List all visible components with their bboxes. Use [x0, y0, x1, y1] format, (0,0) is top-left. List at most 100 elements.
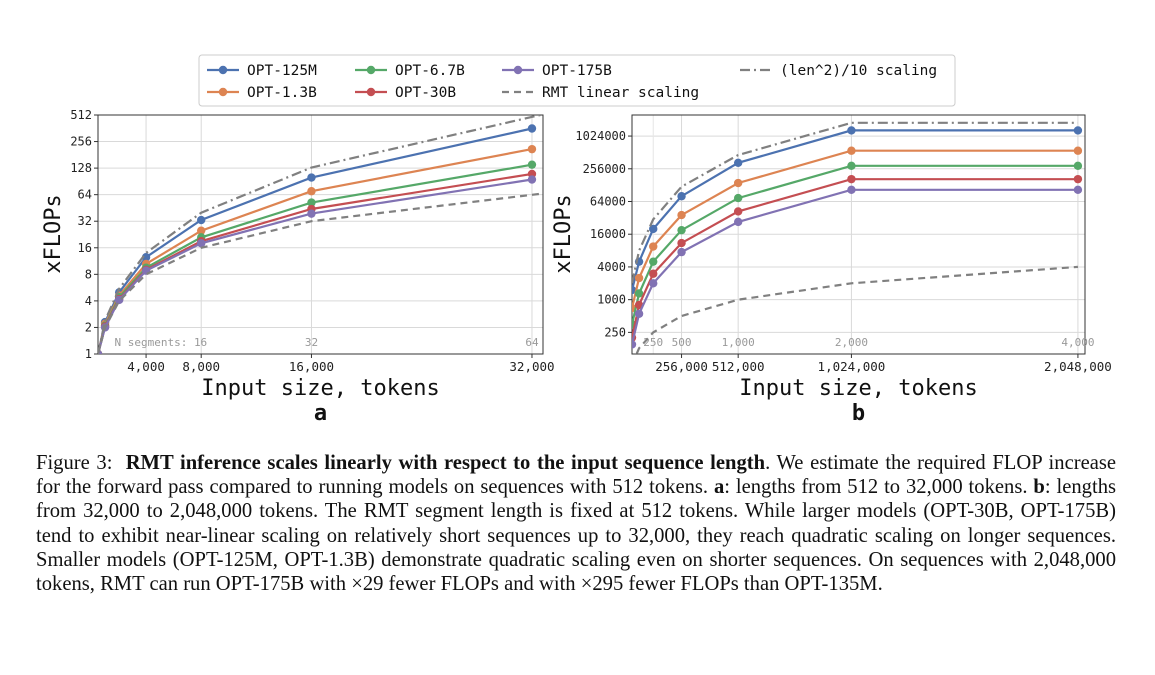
y-tick-label: 1024000 [575, 129, 626, 143]
data-point-opt-1-3b [649, 242, 658, 251]
legend-label-opt-125m: OPT-125M [247, 63, 317, 79]
y-tick-label: 8 [85, 267, 92, 281]
data-point-opt-6-7b [649, 257, 658, 266]
x-tick-label: 2,048,000 [1044, 359, 1112, 374]
data-point-opt-125m [847, 126, 856, 135]
segment-count-label: 4,000 [1061, 336, 1094, 349]
legend-marker-opt-6-7b [366, 65, 376, 75]
data-point-opt-175b [847, 185, 856, 195]
x-tick-label: 1,024,000 [818, 359, 886, 374]
data-point-opt-30b [1073, 174, 1083, 184]
legend: OPT-125M OPT-1.3B OPT-6.7B OPT-30B OPT-175B R… [198, 54, 956, 107]
legend-box [198, 54, 956, 107]
data-point-opt-175b [527, 175, 537, 184]
caption-text-2: : lengths from 512 to 32,000 tokens. [724, 476, 1034, 499]
y-axis-label: xFLOPs [551, 194, 576, 273]
y-tick-label: 16000 [590, 227, 626, 241]
data-point-opt-6-7b [677, 225, 686, 235]
panel-label-b: b [852, 401, 865, 426]
data-point-opt-30b [649, 269, 658, 278]
series-group [98, 115, 543, 354]
series-line-opt-1-3b [98, 148, 533, 354]
legend-label-rmt-linear-scaling: RMT linear scaling [542, 85, 699, 101]
y-tick-label: 64000 [590, 195, 626, 209]
segment-count-label: 1,000 [722, 336, 755, 349]
data-point-opt-125m [307, 173, 316, 182]
series-line-rmt-linear-scaling [98, 192, 543, 354]
data-point-opt-1-3b [733, 178, 743, 188]
series-line--len-2-10-scaling [632, 121, 1078, 284]
data-point-opt-6-7b [634, 289, 644, 298]
segment-count-label: 250 [643, 336, 663, 349]
data-point-opt-125m [677, 192, 686, 201]
series-line-rmt-linear-scaling [635, 265, 1078, 354]
data-point-opt-175b [649, 279, 658, 288]
caption-panel-b-label: b [1033, 476, 1045, 499]
series-line--len-2-10-scaling [98, 115, 543, 354]
y-tick-label: 4 [85, 294, 92, 308]
data-point-opt-6-7b [527, 160, 537, 169]
legend-label-opt-175b: OPT-175B [542, 63, 612, 79]
legend-marker-opt-125m [218, 65, 228, 75]
y-tick-label: 256000 [583, 162, 626, 176]
legend-marker-opt-1-3b [218, 87, 228, 97]
data-point-opt-1-3b [1073, 146, 1083, 155]
chart-panel-a: 1 2 4 8 16 32 64 128 256 512 4,000 8,000 16,000 32,00… [41, 108, 555, 426]
y-tick-label: 1 [85, 347, 92, 361]
legend-label-opt-30b: OPT-30B [395, 85, 456, 101]
figure-caption: Figure 3: RMT inference scales linearly … [36, 451, 1116, 596]
legend-marker-opt-30b [366, 87, 376, 97]
data-point-opt-175b [677, 247, 686, 257]
y-tick-label: 2 [85, 320, 92, 334]
series-group [632, 121, 1083, 354]
y-tick-label: 1000 [597, 293, 626, 307]
x-tick-label: 8,000 [182, 359, 220, 374]
panel-label-a: a [314, 401, 327, 426]
segment-count-label: 2,000 [835, 336, 868, 349]
caption-panel-a-label: a [713, 476, 725, 499]
data-point-opt-6-7b [847, 161, 856, 171]
data-point-opt-125m [197, 215, 206, 225]
caption-text-3: : lengths from 32,000 to 2,048,000 token… [36, 476, 1117, 596]
y-tick-label: 128 [70, 161, 92, 175]
x-tick-label: 256,000 [655, 359, 708, 374]
data-point-opt-1-3b [307, 187, 316, 196]
y-axis-label: xFLOPs [41, 194, 66, 273]
series-line-opt-1-3b [632, 149, 1078, 309]
figure-3: 1 2 4 8 16 32 64 128 256 512 4,000 8,000 16,000 32,00… [41, 54, 1112, 426]
caption-label: Figure 3: [36, 452, 113, 474]
data-point-opt-30b [733, 207, 743, 216]
x-axis-label: Input size, tokens [201, 376, 439, 401]
data-point-opt-1-3b [197, 226, 206, 235]
data-point-opt-125m [527, 124, 537, 133]
segment-count-label: 32 [305, 336, 318, 349]
x-tick-label: 512,000 [712, 359, 765, 374]
y-tick-label: 250 [604, 325, 626, 339]
data-point-opt-125m [141, 253, 151, 262]
segment-count-label: N segments: 16 [114, 336, 207, 349]
data-point-opt-175b [632, 340, 637, 349]
data-point-opt-125m [1073, 126, 1083, 135]
data-point-opt-125m [733, 158, 743, 167]
series-line-opt-30b [632, 178, 1078, 338]
data-point-opt-175b [197, 239, 206, 248]
figure-svg: 1 2 4 8 16 32 64 128 256 512 4,000 8,000 16,000 32,00… [41, 54, 1112, 426]
caption-title: RMT inference scales linearly with respe… [125, 452, 766, 474]
x-tick-label: 32,000 [509, 359, 554, 374]
y-tick-label: 64 [78, 188, 92, 202]
segment-count-label: 500 [672, 336, 692, 349]
x-axis-label: Input size, tokens [739, 376, 977, 401]
data-point-opt-6-7b [307, 198, 316, 207]
legend-label--len-2-10-scaling: (len^2)/10 scaling [780, 63, 937, 79]
y-tick-label: 256 [70, 135, 92, 149]
data-point-opt-6-7b [733, 193, 743, 203]
gridlines [98, 114, 543, 355]
legend-label-opt-6-7b: OPT-6.7B [395, 63, 465, 79]
plot-frame [97, 114, 544, 355]
data-point-opt-30b [677, 238, 686, 248]
y-tick-label: 512 [70, 108, 92, 122]
x-tick-label: 16,000 [289, 359, 334, 374]
data-point-opt-6-7b [1073, 161, 1083, 171]
segment-count-label: 64 [525, 336, 539, 349]
chart-panel-b: 250 1000 4000 16000 64000 256000 1024000 256,00… [551, 114, 1112, 426]
